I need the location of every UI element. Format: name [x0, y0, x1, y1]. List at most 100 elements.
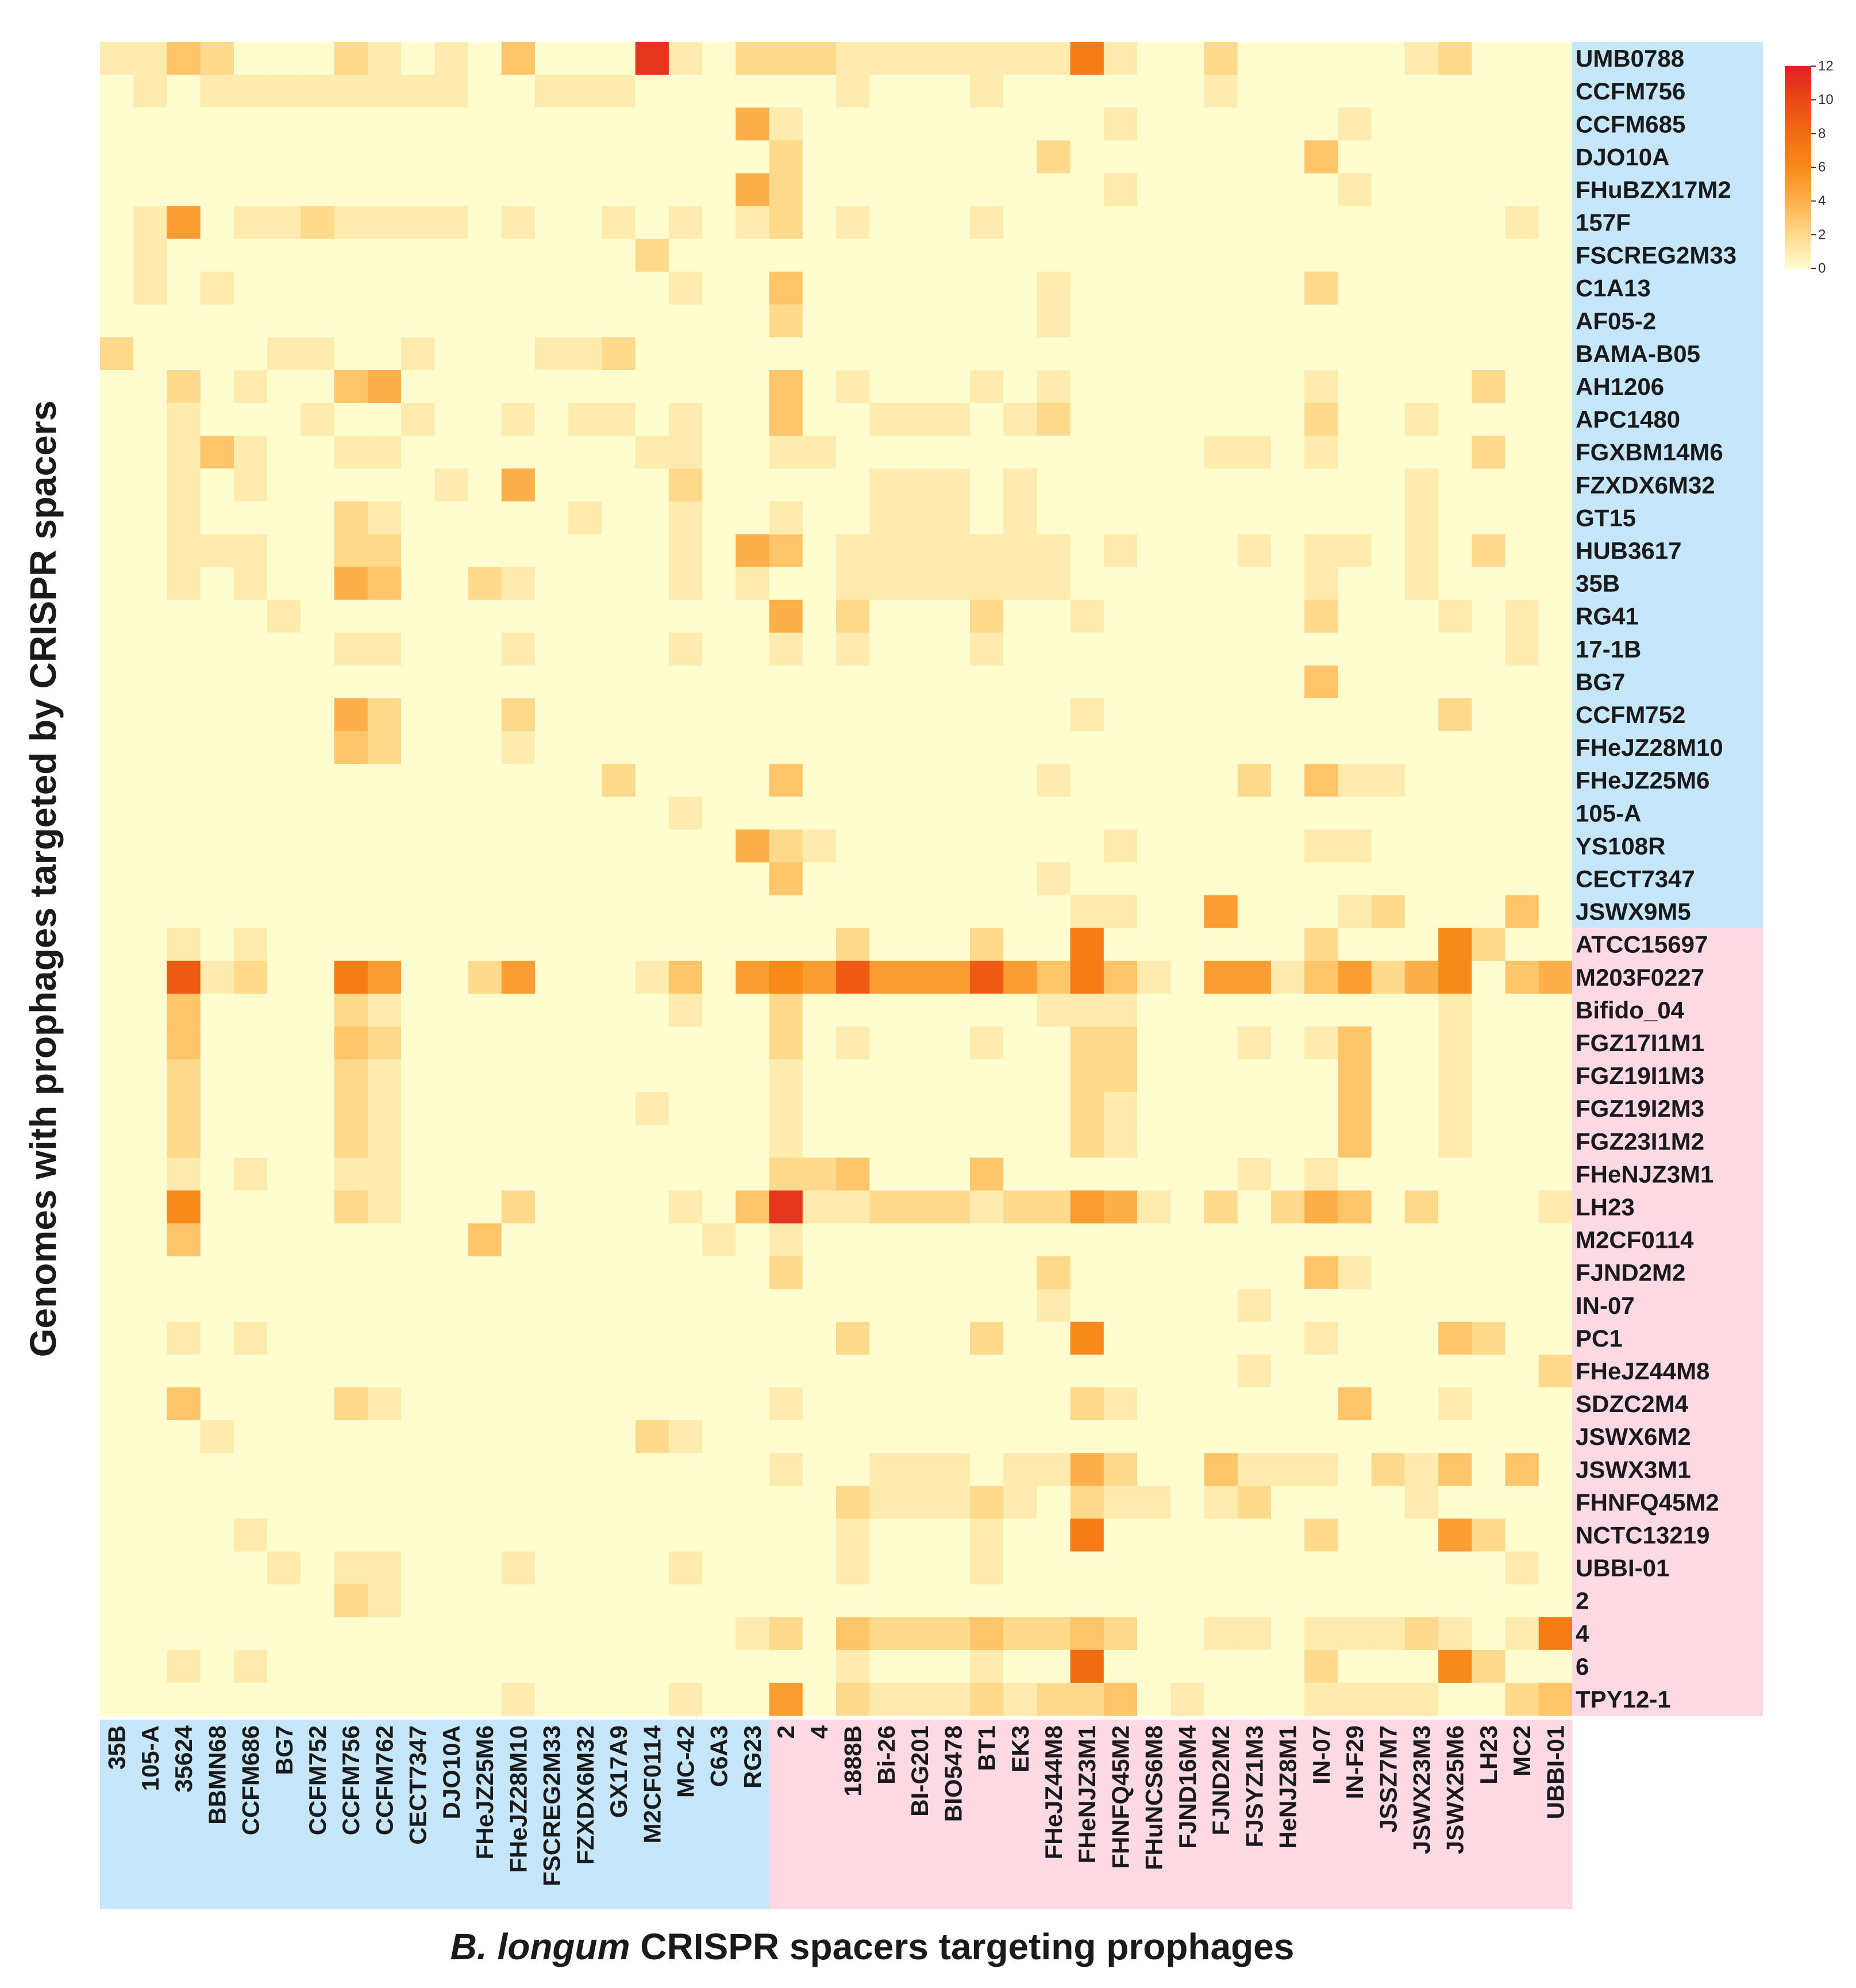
heatmap-cell-FHeNJZ3M1-35624	[167, 1158, 201, 1191]
heatmap-cell-FSCREG2M33-4	[803, 239, 837, 272]
heatmap-cell-FHeJZ44M8-IN-07	[1304, 1355, 1338, 1388]
heatmap-cell-BG7-BG7	[267, 666, 301, 699]
heatmap-cell-4-BBMN68	[201, 1617, 234, 1651]
heatmap-cell-JSWX6M2-FHeJZ44M8	[1037, 1420, 1071, 1453]
heatmap-cell-FHeJZ25M6-MC2	[1505, 764, 1539, 797]
heatmap-cell-FJND2M2-CCFM686	[234, 1256, 268, 1290]
heatmap-cell-JSWX6M2-FZXDX6M32	[568, 1420, 602, 1453]
heatmap-cell-4-EK3	[1003, 1617, 1037, 1651]
heatmap-cell-FZXDX6M32-MC-42	[669, 468, 703, 502]
heatmap-cell-C1A13-JSSZ7M7	[1372, 272, 1406, 305]
heatmap-cell-4-35624	[167, 1617, 201, 1651]
heatmap-cell-2-C6A3	[702, 1585, 736, 1618]
heatmap-cell-CECT7347-RG23	[736, 862, 769, 895]
heatmap-cell-FHNFQ45M2-IN-07	[1304, 1486, 1338, 1519]
row-label: APC1480	[1576, 406, 1680, 433]
heatmap-cell-JSWX3M1-CCFM756	[334, 1453, 368, 1486]
heatmap-cell-FGXBM14M6-HeNJZ8M1	[1271, 436, 1305, 469]
heatmap-cell-157F-IN-F29	[1338, 206, 1372, 239]
heatmap-cell-4-FHNFQ45M2	[1104, 1617, 1138, 1651]
heatmap-cell-ATCC15697-CCFM762	[368, 928, 402, 962]
heatmap-cell-YS108R-RG23	[736, 829, 769, 863]
heatmap-cell-FJND2M2-FSCREG2M33	[535, 1256, 569, 1290]
heatmap-cell-FGZ19I2M3-CCFM686	[234, 1092, 268, 1125]
heatmap-cell-FHeJZ25M6-2	[769, 764, 803, 797]
heatmap-cell-RG41-CCFM756	[334, 600, 368, 633]
column-label: JSSZ7M7	[1374, 1725, 1401, 1833]
heatmap-cell-Bifido_04-BIO5478	[937, 994, 971, 1027]
heatmap-cell-LH23-FHeJZ25M6	[468, 1190, 502, 1224]
heatmap-cell-CCFM685-CCFM756	[334, 107, 368, 141]
heatmap-cell-BAMA-B05-CCFM762	[368, 337, 402, 371]
heatmap-cell-FJND2M2-CCFM752	[301, 1256, 334, 1290]
heatmap-cell-2-BG7	[267, 1585, 301, 1618]
heatmap-cell-M2CF0114-IN-F29	[1338, 1224, 1372, 1257]
heatmap-cell-CCFM685-FJND16M4	[1170, 107, 1204, 141]
heatmap-cell-FHeJZ28M10-CCFM752	[301, 731, 334, 764]
heatmap-cell-35B-FHNFQ45M2	[1104, 567, 1138, 601]
heatmap-cell-C1A13-JSWX25M6	[1438, 272, 1472, 305]
heatmap-cell-FHeJZ25M6-EK3	[1003, 764, 1037, 797]
heatmap-cell-FGZ23I1M2-BBMN68	[201, 1125, 234, 1158]
heatmap-cell-JSWX6M2-JSWX23M3	[1405, 1420, 1439, 1453]
heatmap-cell-CECT7347-FHeNJZ3M1	[1071, 862, 1104, 895]
heatmap-cell-FGZ23I1M2-FHNFQ45M2	[1104, 1125, 1138, 1158]
heatmap-cell-FGZ19I2M3-FHeJZ44M8	[1037, 1092, 1071, 1125]
heatmap-cell-NCTC13219-CCFM752	[301, 1518, 334, 1552]
heatmap-cell-FGXBM14M6-MC-42	[669, 436, 703, 469]
heatmap-cell-FHeJZ25M6-35B	[100, 764, 134, 797]
heatmap-cell-FHeJZ28M10-FHeJZ28M10	[502, 731, 536, 764]
heatmap-cell-2-IN-07	[1304, 1585, 1338, 1618]
heatmap-cell-4-FJND16M4	[1170, 1617, 1204, 1651]
heatmap-cell-JSWX6M2-105-A	[133, 1420, 167, 1453]
heatmap-cell-DJO10A-RG23	[736, 140, 769, 174]
heatmap-cell-BAMA-B05-JSWX25M6	[1438, 337, 1472, 371]
heatmap-cell-FSCREG2M33-BIO5478	[937, 239, 971, 272]
heatmap-cell-FSCREG2M33-2	[769, 239, 803, 272]
heatmap-cell-LH23-BT1	[970, 1190, 1004, 1224]
heatmap-cell-GT15-CCFM756	[334, 501, 368, 535]
heatmap-cell-FGZ23I1M2-4	[803, 1125, 837, 1158]
heatmap-cell-FZXDX6M32-M2CF0114	[636, 468, 669, 502]
heatmap-cell-YS108R-JSSZ7M7	[1372, 829, 1406, 863]
heatmap-cell-M203F0227-FHNFQ45M2	[1104, 961, 1138, 994]
heatmap-cell-FHeJZ25M6-FHeJZ44M8	[1037, 764, 1071, 797]
heatmap-cell-CECT7347-FHeJZ28M10	[502, 862, 536, 895]
heatmap-cell-FSCREG2M33-CECT7347	[401, 239, 435, 272]
heatmap-cell-FHeJZ28M10-IN-07	[1304, 731, 1338, 764]
heatmap-cell-M203F0227-BT1	[970, 961, 1004, 994]
heatmap-cell-35B-CECT7347	[401, 567, 435, 601]
heatmap-cell-FHeJZ25M6-FJND2M2	[1204, 764, 1238, 797]
column-label: CCFM686	[237, 1725, 264, 1835]
heatmap-cell-NCTC13219-CCFM762	[368, 1518, 402, 1552]
heatmap-cell-APC1480-FHeNJZ3M1	[1071, 403, 1104, 436]
heatmap-cell-157F-RG23	[736, 206, 769, 239]
heatmap-cell-Bifido_04-CCFM752	[301, 994, 334, 1027]
heatmap-cell-YS108R-FJND2M2	[1204, 829, 1238, 863]
heatmap-cell-105-A-HeNJZ8M1	[1271, 797, 1305, 830]
heatmap-cell-FJND2M2-C6A3	[702, 1256, 736, 1290]
heatmap-cell-FHeJZ25M6-1888B	[836, 764, 870, 797]
heatmap-cell-LH23-LH23	[1472, 1190, 1505, 1224]
heatmap-cell-DJO10A-FHeJZ28M10	[502, 140, 536, 174]
heatmap-cell-CECT7347-FJSYZ1M3	[1238, 862, 1272, 895]
heatmap-cell-M2CF0114-FHeJZ25M6	[468, 1224, 502, 1257]
heatmap-cell-ATCC15697-FHeJZ25M6	[468, 928, 502, 962]
heatmap-cell-AF05-2-BG7	[267, 305, 301, 338]
heatmap-cell-FGXBM14M6-UBBI-01	[1539, 436, 1573, 469]
heatmap-cell-FJND2M2-BIO5478	[937, 1256, 971, 1290]
heatmap-cell-BAMA-B05-2	[769, 337, 803, 371]
heatmap-cell-FHeNJZ3M1-C6A3	[702, 1158, 736, 1191]
heatmap-cell-HUB3617-1888B	[836, 534, 870, 567]
heatmap-cell-AF05-2-UBBI-01	[1539, 305, 1573, 338]
heatmap-cell-CCFM685-FJND2M2	[1204, 107, 1238, 141]
heatmap-cell-157F-4	[803, 206, 837, 239]
heatmap-cell-CCFM756-FHNFQ45M2	[1104, 75, 1138, 108]
heatmap-cell-PC1-JSWX23M3	[1405, 1322, 1439, 1355]
heatmap-cell-YS108R-CECT7347	[401, 829, 435, 863]
heatmap-cell-JSWX6M2-JSWX25M6	[1438, 1420, 1472, 1453]
heatmap-cell-UMB0788-EK3	[1003, 42, 1037, 75]
heatmap-cell-FGZ23I1M2-35624	[167, 1125, 201, 1158]
heatmap-cell-FGZ17I1M1-EK3	[1003, 1026, 1037, 1060]
heatmap-cell-CECT7347-JSWX23M3	[1405, 862, 1439, 895]
